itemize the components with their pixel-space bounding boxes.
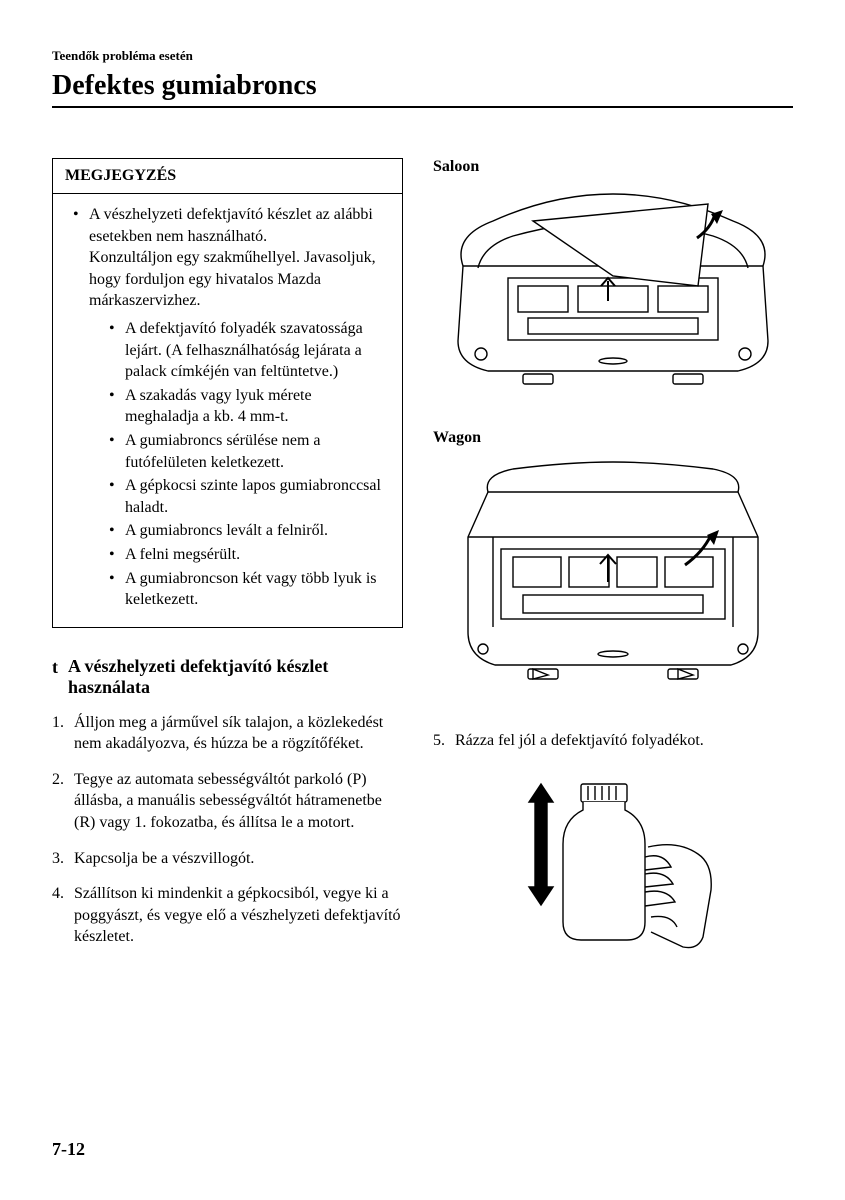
note-intro: A vészhelyzeti defektjavító készlet az a…: [67, 204, 388, 611]
page-title: Defektes gumiabroncs: [52, 70, 793, 102]
breadcrumb: Teendők probléma esetén: [52, 48, 793, 64]
page-header: Teendők probléma esetén Defektes gumiabr…: [52, 48, 793, 108]
note-sublist: A defektjavító folyadék szavatossága lej…: [89, 318, 388, 611]
bottle-shake-illustration: [433, 772, 793, 962]
page-number: 7-12: [52, 1139, 85, 1160]
wagon-trunk-illustration: [433, 457, 793, 702]
section-heading-text: A vészhelyzeti defektjavító készlet hasz…: [68, 656, 403, 698]
step-5: 5. Rázza fel jól a defektjavító folyadék…: [433, 730, 793, 752]
right-column: Saloon: [433, 158, 793, 962]
note-item: A gumiabroncs levált a felniről.: [107, 520, 388, 542]
step-item: 4.Szállítson ki mindenkit a gépkocsiból,…: [52, 883, 403, 948]
section-marker-icon: t: [52, 658, 58, 676]
section-heading: t A vészhelyzeti defektjavító készlet ha…: [52, 656, 403, 698]
wagon-label: Wagon: [433, 429, 793, 447]
step-item: 3.Kapcsolja be a vészvillogót.: [52, 848, 403, 870]
note-title: MEGJEGYZÉS: [53, 159, 402, 194]
content-columns: MEGJEGYZÉS A vészhelyzeti defektjavító k…: [52, 158, 793, 962]
note-box: MEGJEGYZÉS A vészhelyzeti defektjavító k…: [52, 158, 403, 628]
title-rule: [52, 106, 793, 108]
note-body: A vészhelyzeti defektjavító készlet az a…: [53, 194, 402, 627]
step-item: 2.Tegye az automata sebességváltót parko…: [52, 769, 403, 834]
saloon-trunk-illustration: [433, 186, 793, 401]
left-column: MEGJEGYZÉS A vészhelyzeti defektjavító k…: [52, 158, 403, 962]
note-item: A szakadás vagy lyuk mérete meghaladja a…: [107, 385, 388, 428]
note-item: A gumiabroncson két vagy több lyuk is ke…: [107, 568, 388, 611]
note-item: A defektjavító folyadék szavatossága lej…: [107, 318, 388, 383]
steps-list: 1.Álljon meg a járművel sík talajon, a k…: [52, 712, 403, 948]
saloon-label: Saloon: [433, 158, 793, 176]
note-intro-line2: Konzultáljon egy szakműhellyel. Javasolj…: [89, 249, 376, 309]
note-item: A felni megsérült.: [107, 544, 388, 566]
step-5-number: 5.: [433, 730, 445, 752]
step-item: 1.Álljon meg a járművel sík talajon, a k…: [52, 712, 403, 755]
step-5-text: Rázza fel jól a defektjavító folyadékot.: [455, 732, 704, 749]
note-item: A gumiabroncs sérülése nem a futófelület…: [107, 430, 388, 473]
note-intro-line1: A vészhelyzeti defektjavító készlet az a…: [89, 206, 373, 245]
note-item: A gépkocsi szinte lapos gumiabronccsal h…: [107, 475, 388, 518]
